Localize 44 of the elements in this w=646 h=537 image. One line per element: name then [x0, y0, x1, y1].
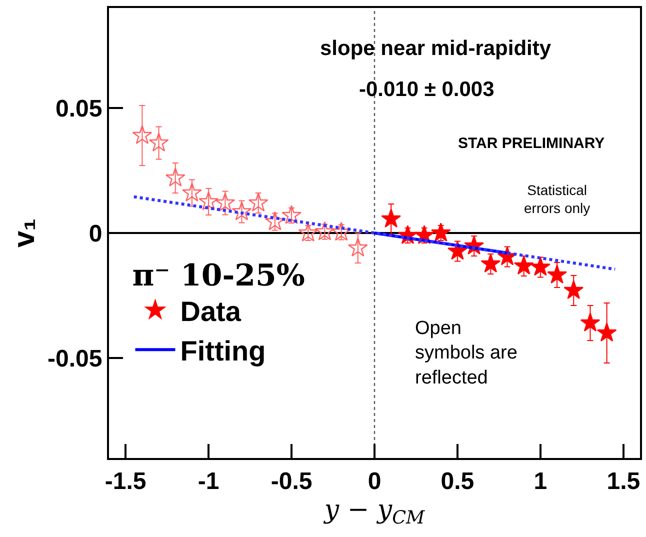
- y-axis-title: v₁: [8, 218, 41, 248]
- x-axis-title: y − y$_{CM}$: [323, 495, 425, 528]
- point: [530, 256, 550, 276]
- point: [132, 125, 152, 144]
- point: [282, 205, 302, 224]
- x-tick-label: -1: [198, 468, 220, 495]
- point: [248, 192, 268, 212]
- point: [580, 312, 600, 332]
- y-tick-label: -0.05: [47, 345, 102, 372]
- annotation: -0.010 ± 0.003: [359, 78, 494, 101]
- legend-label: Fitting: [180, 336, 266, 367]
- x-tick-label: -1.5: [104, 468, 146, 495]
- point: [381, 208, 402, 228]
- point: [232, 201, 252, 220]
- point: [198, 191, 218, 210]
- annotation: Open symbols are reflected: [415, 318, 518, 388]
- y-tick-label: 0.05: [55, 95, 102, 122]
- x-tick-label: 0.5: [440, 468, 474, 495]
- legend-label: Data: [180, 296, 242, 328]
- x-tick-label: 1.5: [606, 468, 640, 495]
- annotation: slope near mid-rapidity: [320, 37, 552, 60]
- point: [314, 221, 335, 240]
- point: [514, 256, 534, 275]
- point: [215, 192, 236, 212]
- x-tick-label: -0.5: [270, 468, 312, 495]
- point: [596, 322, 617, 342]
- point: [331, 222, 352, 241]
- point: [265, 211, 285, 230]
- legend-title: π⁻ 10-25%: [132, 258, 305, 294]
- point: [298, 222, 318, 242]
- point: [348, 238, 368, 257]
- point: [182, 182, 202, 202]
- point: [564, 280, 584, 300]
- point: [448, 240, 468, 260]
- annotation: Statistical errors only: [524, 182, 590, 216]
- y-tick-label: 0: [88, 220, 102, 248]
- point: [547, 264, 567, 284]
- x-tick-label: 0: [368, 468, 382, 495]
- point: [148, 132, 169, 152]
- x-tick-label: 1: [534, 468, 548, 495]
- annotation: STAR PRELIMINARY: [458, 135, 605, 152]
- point: [430, 222, 451, 242]
- point: [165, 168, 186, 187]
- point: [480, 254, 501, 273]
